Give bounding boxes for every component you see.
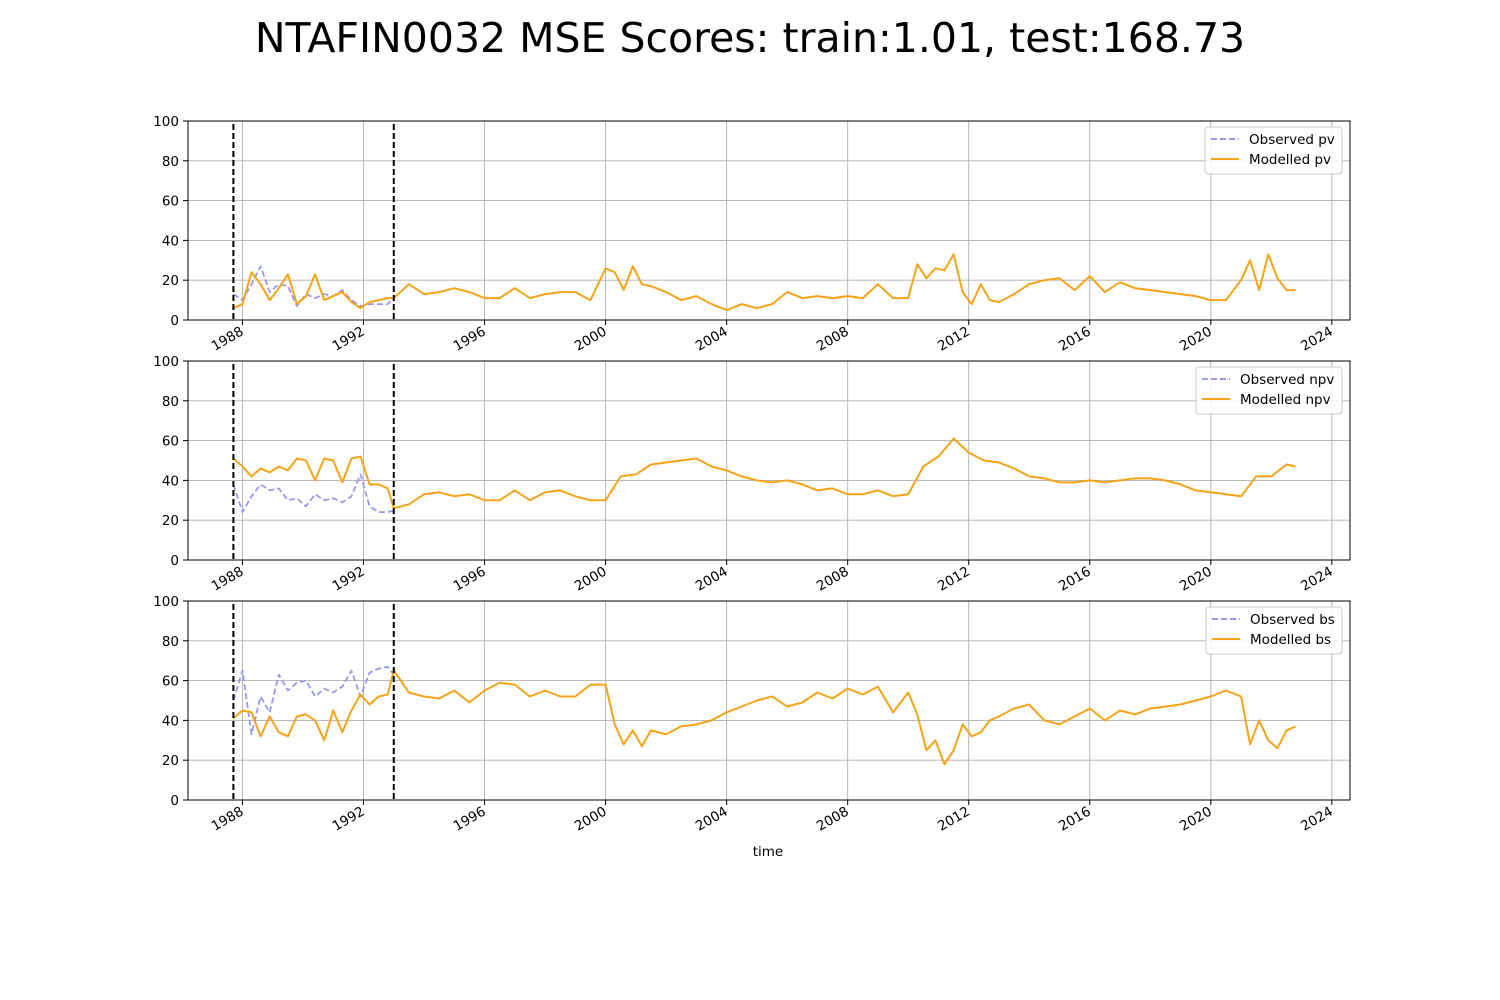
y-tick-label: 80 xyxy=(162,394,179,410)
legend-label: Modelled pv xyxy=(1249,152,1331,168)
y-tick-label: 60 xyxy=(162,194,179,210)
y-tick-label: 40 xyxy=(162,713,179,729)
x-axis-label: time xyxy=(753,844,784,860)
y-tick-label: 80 xyxy=(162,634,179,650)
series-line-modelled-bs xyxy=(232,669,1296,766)
series-line-modelled-npv xyxy=(232,437,1296,510)
y-tick-label: 100 xyxy=(153,114,179,130)
legend-label: Modelled bs xyxy=(1250,632,1331,648)
y-tick-label: 0 xyxy=(170,553,179,569)
y-tick-label: 40 xyxy=(162,233,179,249)
y-tick-label: 100 xyxy=(153,594,179,610)
axes-frame xyxy=(187,120,1351,321)
legend-label: Modelled npv xyxy=(1240,392,1331,408)
series-line-modelled-pv xyxy=(232,253,1296,312)
y-tick-label: 80 xyxy=(162,154,179,170)
legend-box xyxy=(1195,366,1343,415)
y-tick-label: 60 xyxy=(162,674,179,690)
y-tick-label: 20 xyxy=(162,513,179,529)
legend-label: Observed pv xyxy=(1249,132,1335,148)
axes-frame xyxy=(187,360,1351,561)
axes-frame xyxy=(187,600,1351,801)
y-tick-label: 0 xyxy=(170,313,179,329)
y-tick-label: 100 xyxy=(153,354,179,370)
legend: Observed bs Modelled bs xyxy=(1205,606,1343,655)
legend: Observed pv Modelled pv xyxy=(1204,126,1343,175)
legend-label: Observed bs xyxy=(1250,612,1335,628)
y-tick-label: 40 xyxy=(162,473,179,489)
legend-label: Observed npv xyxy=(1240,372,1334,388)
y-tick-label: 60 xyxy=(162,434,179,450)
y-tick-label: 0 xyxy=(170,793,179,809)
legend: Observed npv Modelled npv xyxy=(1195,366,1343,415)
legend-box xyxy=(1204,126,1343,175)
y-tick-label: 20 xyxy=(162,753,179,769)
chart-title: NTAFIN0032 MSE Scores: train:1.01, test:… xyxy=(255,14,1245,62)
y-tick-label: 20 xyxy=(162,273,179,289)
series-line-observed-bs xyxy=(232,665,395,736)
series-line-observed-pv xyxy=(232,265,395,308)
